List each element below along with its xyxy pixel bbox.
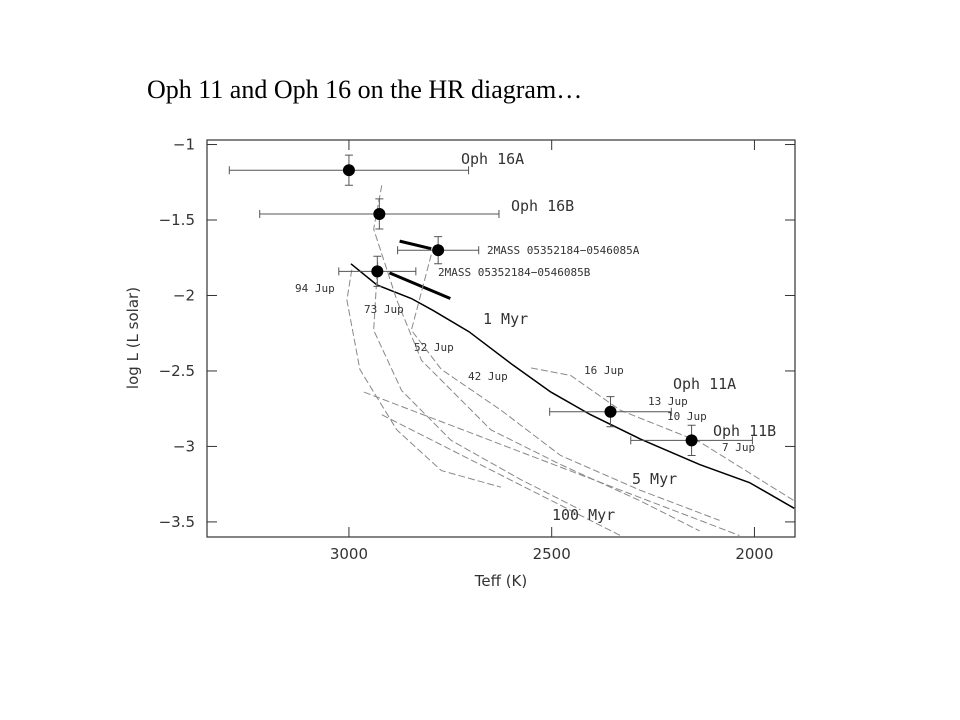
annotation: 2MASS 05352184−0546085A (487, 244, 640, 257)
annotation: 2MASS 05352184−0546085B (438, 266, 591, 279)
annotation: Oph 11A (673, 375, 736, 393)
annotation: 7 Jup (722, 441, 755, 454)
plot-frame (206, 139, 796, 538)
y-tick-label: −3 (173, 437, 195, 455)
data-point (371, 265, 384, 278)
data-point (685, 434, 698, 447)
x-tick-label: 2000 (735, 545, 773, 563)
track-line (363, 391, 740, 536)
annotation: Oph 16A (461, 150, 524, 168)
x-tick-label: 2500 (533, 545, 571, 563)
annotation: 100 Myr (552, 506, 615, 524)
annotation: 52 Jup (414, 341, 454, 354)
annotation: 10 Jup (667, 410, 707, 423)
track-line (399, 239, 432, 251)
track-line (346, 269, 502, 488)
annotation: 1 Myr (483, 310, 528, 328)
data-point (373, 207, 386, 220)
annotation: Oph 16B (511, 197, 574, 215)
track-line (350, 263, 795, 509)
y-axis-label: log L (L solar) (124, 287, 142, 389)
y-tick-label: −1 (173, 136, 195, 154)
annotation: 16 Jup (584, 364, 624, 377)
annotation: Oph 11B (713, 422, 776, 440)
annotation: 73 Jup (364, 303, 404, 316)
y-tick-label: −2 (173, 286, 195, 304)
track-line (388, 271, 451, 300)
track-line (373, 185, 700, 532)
data-point (604, 405, 617, 418)
annotation: 5 Myr (632, 470, 677, 488)
track-line (410, 254, 720, 521)
data-point (342, 164, 355, 177)
slide-title: Oph 11 and Oph 16 on the HR diagram… (147, 75, 582, 104)
x-axis-label: Teff (K) (474, 572, 528, 590)
track-line (530, 367, 795, 502)
y-tick-label: −1.5 (159, 211, 195, 229)
y-tick-label: −2.5 (159, 362, 195, 380)
data-point (432, 244, 445, 257)
annotation: 13 Jup (648, 395, 688, 408)
annotation: 94 Jup (295, 282, 335, 295)
track-line (373, 262, 581, 511)
annotation: 42 Jup (468, 370, 508, 383)
y-tick-label: −3.5 (159, 513, 195, 531)
x-tick-label: 3000 (330, 545, 368, 563)
track-line (381, 414, 621, 536)
